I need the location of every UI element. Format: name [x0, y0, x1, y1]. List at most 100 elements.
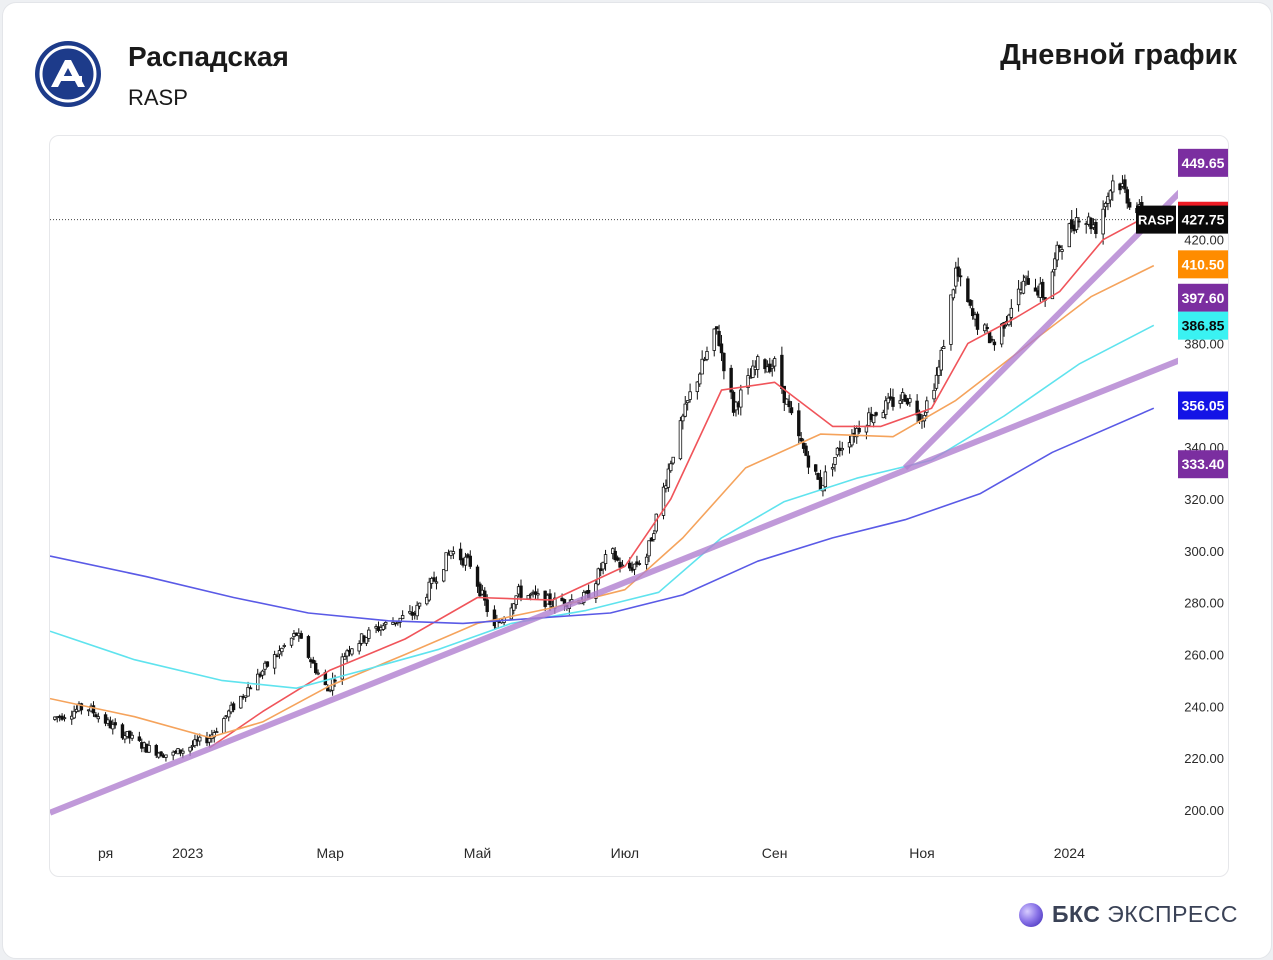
candle-body [1024, 275, 1028, 279]
price-badge [1178, 148, 1228, 177]
candle-body [62, 717, 67, 720]
brand-name: БКС ЭКСПРЕСС [1052, 901, 1238, 927]
candle-body [695, 381, 700, 393]
candle-body [123, 735, 127, 740]
candle-body [306, 636, 311, 658]
candle-body [384, 622, 388, 625]
candle-body [949, 294, 953, 345]
chart-area: 200.00 220.00 240.00 260.00 280.00 300.00 320.… [49, 135, 1229, 877]
x-tick-label: Июл [611, 845, 639, 861]
candle-body [891, 397, 895, 407]
candle-body [1074, 217, 1079, 230]
candle-body [881, 412, 886, 419]
candle-body [398, 617, 402, 623]
candle-body [970, 308, 975, 317]
candle-body [714, 326, 719, 330]
company-name: Распадская [128, 41, 289, 72]
candle-body [717, 330, 721, 346]
candle-body [850, 435, 854, 446]
candle-body [871, 415, 876, 424]
candle-body [1108, 190, 1113, 201]
candle-body [514, 595, 518, 606]
price-badge [1178, 450, 1228, 479]
candle-body [1089, 217, 1093, 230]
candle-body [1123, 179, 1127, 190]
candle-body [1026, 278, 1030, 285]
candle-body [193, 739, 197, 747]
candle-body [857, 427, 861, 433]
candle-body [342, 656, 347, 660]
candle-body [475, 566, 480, 587]
candle-body [137, 736, 142, 741]
candle-body [313, 662, 318, 674]
candle-body [813, 464, 818, 472]
candle-body [103, 714, 108, 724]
candle-body [823, 471, 828, 488]
candle-body [458, 548, 463, 561]
candle-body [164, 754, 168, 758]
candle-body [886, 397, 890, 404]
candle-body [519, 585, 523, 598]
candle-body [1021, 280, 1026, 294]
chart-period-title: Дневной график [1000, 39, 1237, 71]
candle-body [246, 687, 250, 697]
candle-body [958, 275, 963, 278]
candle-body [444, 552, 448, 572]
candle-body [451, 551, 456, 555]
candle-body [1070, 219, 1074, 229]
candle-body [647, 540, 651, 557]
candle-body [840, 448, 844, 451]
candle-body [94, 714, 98, 718]
candle-body [509, 607, 514, 620]
candle-body [652, 533, 656, 540]
moving-average-line [50, 324, 1155, 690]
candle-body [427, 581, 431, 601]
candle-body [275, 655, 279, 658]
candle-body [113, 722, 117, 726]
candle-body [512, 603, 516, 611]
candle-body [934, 374, 939, 389]
candle-body [1094, 222, 1098, 234]
brand-orb-icon [1019, 902, 1043, 927]
candle-body [780, 354, 784, 390]
candle-body [526, 595, 530, 600]
candle-body [830, 467, 835, 470]
candle-body [968, 299, 972, 306]
x-tick-label: Май [464, 845, 491, 861]
candle-body [79, 703, 84, 711]
candle-body [311, 659, 315, 664]
candle-body [951, 289, 956, 299]
candle-body [425, 596, 429, 605]
candle-body [171, 751, 175, 756]
candle-body [485, 599, 489, 613]
candle-body [671, 456, 675, 464]
candle-body [260, 670, 265, 676]
candle-body [147, 745, 151, 753]
candle-body [468, 555, 472, 567]
candle-body [804, 445, 808, 456]
candle-body [364, 637, 369, 644]
candle-body [954, 267, 958, 287]
candle-body [999, 323, 1004, 345]
ticker-symbol: RASP [128, 85, 188, 110]
candle-body [698, 373, 702, 385]
candle-body [1033, 287, 1038, 292]
candle-body [463, 556, 468, 566]
candle-body [1077, 220, 1081, 223]
candle-body [289, 637, 294, 646]
candle-body [96, 716, 101, 720]
candle-body [415, 604, 419, 617]
candle-body [705, 351, 709, 360]
company-logo-icon [35, 41, 101, 107]
candle-body [756, 356, 760, 370]
candle-body [1050, 271, 1055, 300]
candle-body [91, 705, 96, 714]
candle-body [1053, 258, 1057, 270]
candle-body [603, 554, 608, 564]
candle-body [763, 359, 767, 370]
candle-body [628, 562, 632, 569]
candle-body [772, 358, 777, 367]
price-badge [1178, 311, 1228, 340]
candle-body [154, 745, 158, 756]
